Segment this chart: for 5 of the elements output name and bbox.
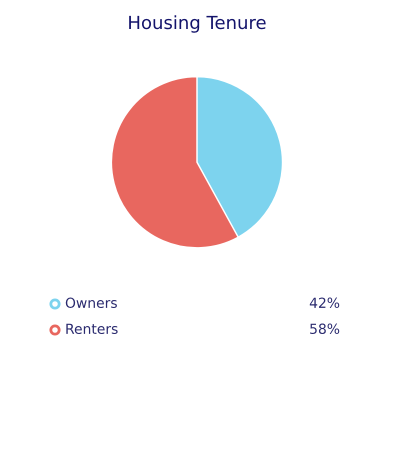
chart-title: Housing Tenure [129,15,266,33]
data-label: 42% [310,298,340,308]
data-label: 58% [310,324,340,334]
legend-label: Owners [66,298,117,308]
legend-label: Renters [66,324,118,334]
